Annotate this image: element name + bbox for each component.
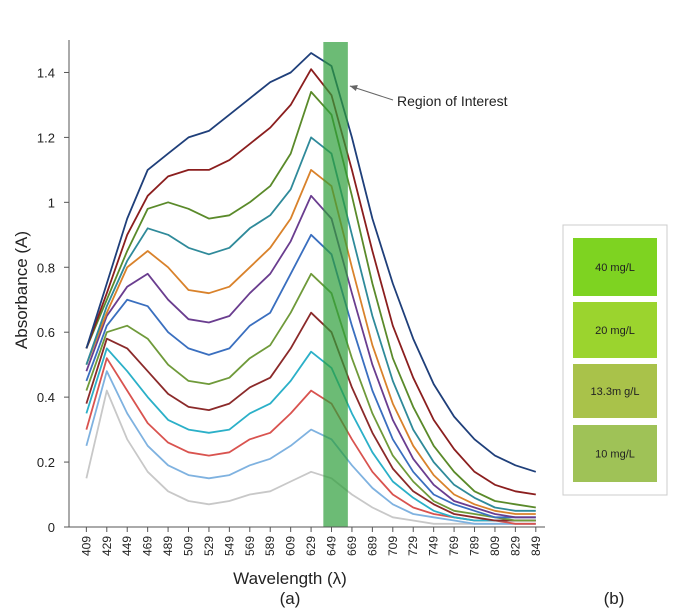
spectrum-line — [86, 358, 535, 524]
x-tick-label: 589 — [263, 536, 277, 556]
x-tick-label: 809 — [488, 536, 502, 556]
spectrum-line — [86, 137, 535, 510]
panel-caption: (b) — [604, 589, 625, 608]
x-tick-label: 629 — [304, 536, 318, 556]
spectrum-line — [86, 53, 535, 472]
y-tick-label: 0.6 — [37, 325, 55, 340]
x-tick-label: 489 — [161, 536, 175, 556]
sample-label: 13.3m g/L — [591, 386, 640, 398]
x-tick-label: 689 — [365, 536, 379, 556]
x-tick-label: 829 — [508, 536, 522, 556]
x-tick-label: 609 — [284, 536, 298, 556]
x-tick-label: 409 — [79, 536, 93, 556]
y-tick-label: 0.2 — [37, 455, 55, 470]
y-tick-label: 1.2 — [37, 130, 55, 145]
y-axis-title: Absorbance (A) — [12, 231, 31, 349]
spectrum-line — [86, 235, 535, 518]
x-tick-label: 449 — [120, 536, 134, 556]
x-tick-label: 549 — [222, 536, 236, 556]
y-tick-label: 0 — [48, 520, 55, 535]
x-tick-label: 769 — [447, 536, 461, 556]
x-tick-label: 429 — [100, 536, 114, 556]
x-tick-label: 709 — [386, 536, 400, 556]
sample-label: 10 mg/L — [595, 449, 635, 461]
panel-caption: (a) — [280, 589, 301, 608]
x-tick-label: 669 — [345, 536, 359, 556]
sample-label: 40 mg/L — [595, 262, 635, 274]
spectrum-line — [86, 313, 535, 521]
annotation: Region of Interest — [397, 93, 508, 109]
x-tick-label: 569 — [243, 536, 257, 556]
x-axis-title: Wavelength (λ) — [233, 569, 347, 588]
x-tick-label: 529 — [202, 536, 216, 556]
x-tick-label: 469 — [141, 536, 155, 556]
spectrum-line — [86, 391, 535, 524]
x-tick-label: 729 — [406, 536, 420, 556]
x-tick-label: 509 — [182, 536, 196, 556]
x-tick-label: 789 — [468, 536, 482, 556]
spectrum-line — [86, 92, 535, 508]
y-tick-label: 0.4 — [37, 390, 55, 405]
arrow-head — [350, 85, 358, 91]
sample-label: 20 mg/L — [595, 325, 635, 337]
x-tick-label: 749 — [427, 536, 441, 556]
y-tick-label: 0.8 — [37, 260, 55, 275]
figure: Wavelength (λ) (a) Absorbance (A) Region… — [0, 0, 678, 611]
spectrum-line — [86, 274, 535, 521]
spectrum-line — [86, 196, 535, 518]
x-tick-label: 849 — [529, 536, 543, 556]
x-tick-label: 649 — [325, 536, 339, 556]
spectrum-line — [86, 170, 535, 514]
region-of-interest — [323, 42, 348, 527]
y-tick-label: 1.4 — [37, 65, 55, 80]
y-tick-label: 1 — [48, 195, 55, 210]
